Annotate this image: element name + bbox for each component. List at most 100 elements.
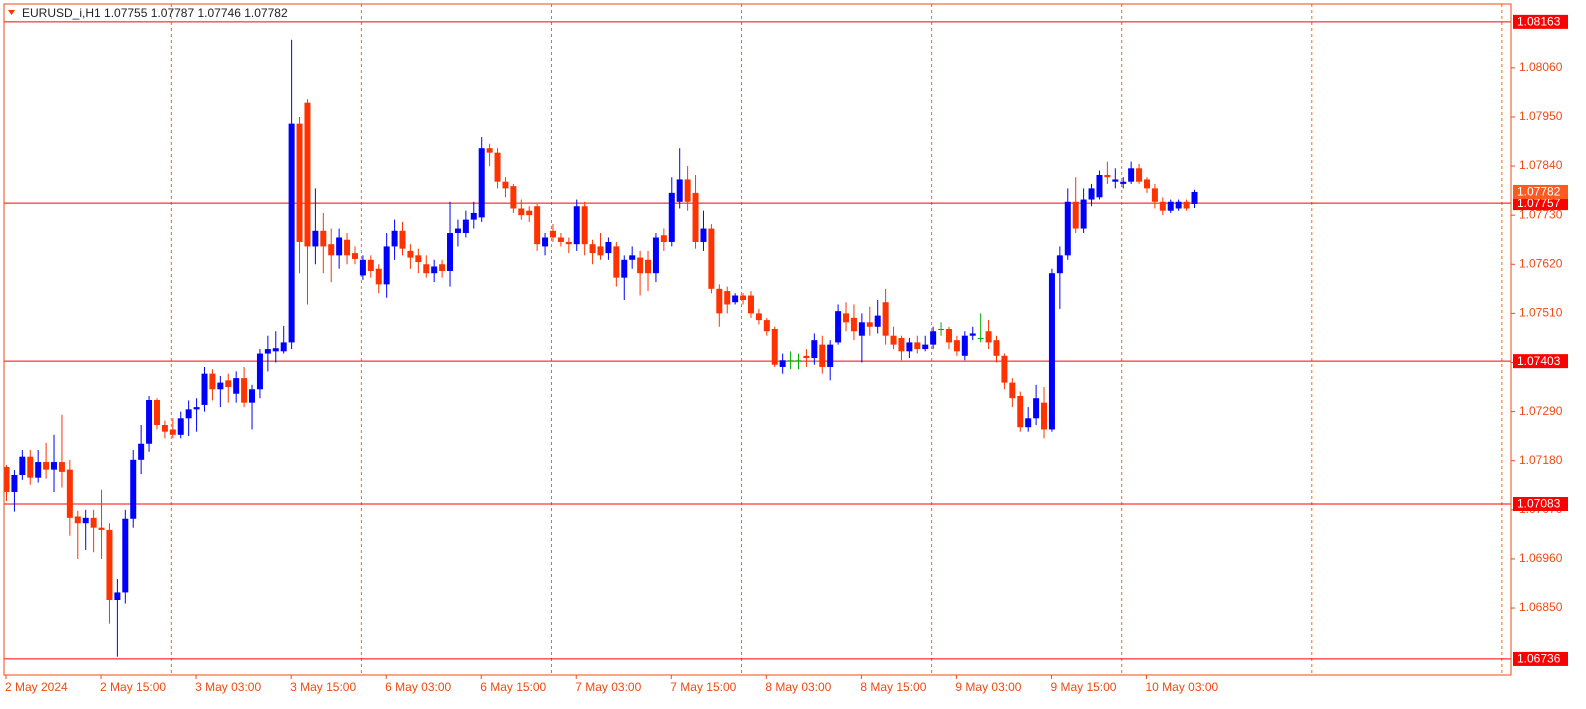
hline-label: 1.08163 — [1517, 15, 1561, 29]
y-tick-label: 1.07730 — [1519, 207, 1563, 221]
hline-label: 1.07403 — [1517, 354, 1561, 368]
candle-body — [264, 349, 271, 354]
candle-body — [43, 462, 50, 470]
candle-body — [383, 246, 390, 285]
candle-body — [542, 237, 549, 247]
candle-body — [668, 192, 675, 242]
candle-body — [985, 331, 992, 343]
candle-body — [494, 152, 501, 182]
candle-body — [755, 313, 762, 321]
candle-body — [565, 241, 572, 245]
candle-body — [169, 429, 176, 435]
candle-body — [256, 353, 263, 390]
candle-body — [272, 348, 279, 352]
y-tick-label: 1.06850 — [1519, 600, 1563, 614]
candle-body — [510, 186, 517, 209]
candle-body — [1080, 199, 1087, 229]
candle-body — [787, 360, 794, 362]
header-close: 1.07782 — [244, 6, 288, 20]
candle-body — [652, 237, 659, 274]
candle-body — [945, 329, 952, 343]
candle-body — [1175, 201, 1182, 209]
candle-body — [351, 253, 358, 259]
candle-body — [882, 302, 889, 336]
candle-body — [1009, 382, 1016, 399]
last-price-box — [1513, 184, 1568, 199]
candle-body — [526, 210, 533, 216]
candle-body — [724, 291, 731, 305]
candle-body — [803, 355, 810, 359]
candle-body — [58, 462, 65, 472]
candle-body — [708, 228, 715, 289]
plot-frame — [3, 3, 1512, 676]
candle-body — [1159, 201, 1166, 211]
candle-body — [1136, 168, 1143, 182]
candle-body — [296, 123, 303, 242]
candle-body — [233, 378, 240, 394]
candle-body — [454, 228, 461, 234]
candle-body — [51, 462, 58, 470]
candle-body — [740, 295, 747, 300]
header-high: 1.07787 — [151, 6, 195, 20]
candle-body — [1056, 255, 1063, 274]
symbol: EURUSD_i,H1 — [22, 6, 101, 20]
candle-body — [1096, 174, 1103, 198]
candle-body — [106, 529, 113, 600]
candle-body — [518, 208, 525, 216]
candle-body — [605, 241, 612, 254]
candle-body — [3, 466, 10, 492]
candle-body — [241, 378, 248, 403]
candle-body — [1041, 402, 1048, 430]
x-tick-label: 8 May 03:00 — [765, 680, 831, 694]
x-tick-label: 9 May 15:00 — [1050, 680, 1116, 694]
candle-body — [486, 148, 493, 153]
candle-body — [589, 244, 596, 254]
candle-body — [1025, 418, 1032, 428]
candle-body — [819, 344, 826, 367]
candle-body — [684, 179, 691, 202]
last-price-label: 1.07782 — [1517, 185, 1561, 199]
candle-body — [1104, 174, 1111, 178]
candle-body — [288, 123, 295, 343]
x-tick-label: 3 May 15:00 — [290, 680, 356, 694]
candle-body — [779, 360, 786, 367]
candle-body — [953, 340, 960, 352]
candle-body — [217, 382, 224, 390]
hline-label: 1.06736 — [1517, 652, 1561, 666]
candle-body — [447, 233, 454, 271]
candle-body — [1088, 188, 1095, 200]
candle-body — [621, 259, 628, 278]
candle-body — [938, 329, 945, 331]
candle-body — [304, 102, 311, 247]
candle-body — [27, 456, 34, 478]
candle-body — [74, 516, 81, 524]
candle-body — [462, 219, 469, 234]
candle-body — [1183, 201, 1190, 209]
candle-body — [898, 337, 905, 352]
candle-body — [375, 268, 382, 285]
candle-body — [771, 329, 778, 365]
menu-arrow[interactable] — [8, 10, 15, 15]
candle-body — [977, 337, 984, 339]
candle-body — [534, 206, 541, 245]
candle-body — [874, 315, 881, 327]
x-tick-label: 7 May 03:00 — [575, 680, 641, 694]
axes-layer: 2 May 2024 2 May 15:00 3 May 03:00 3 May 15… — [3, 3, 1568, 694]
candle-body — [359, 259, 366, 276]
candle-body — [114, 592, 121, 600]
candle-body — [1064, 201, 1071, 256]
candle-body — [850, 317, 857, 332]
candle-body — [415, 255, 422, 263]
candle-body — [835, 311, 842, 343]
candle-body — [367, 259, 374, 271]
y-tick-label: 1.08060 — [1519, 60, 1563, 74]
header-open: 1.07755 — [104, 6, 148, 20]
candle-body — [391, 230, 398, 247]
candle-body — [161, 424, 168, 432]
candle-body — [692, 192, 699, 242]
candle-body — [581, 206, 588, 245]
candle-body — [1191, 191, 1198, 205]
candle-body — [90, 517, 97, 528]
